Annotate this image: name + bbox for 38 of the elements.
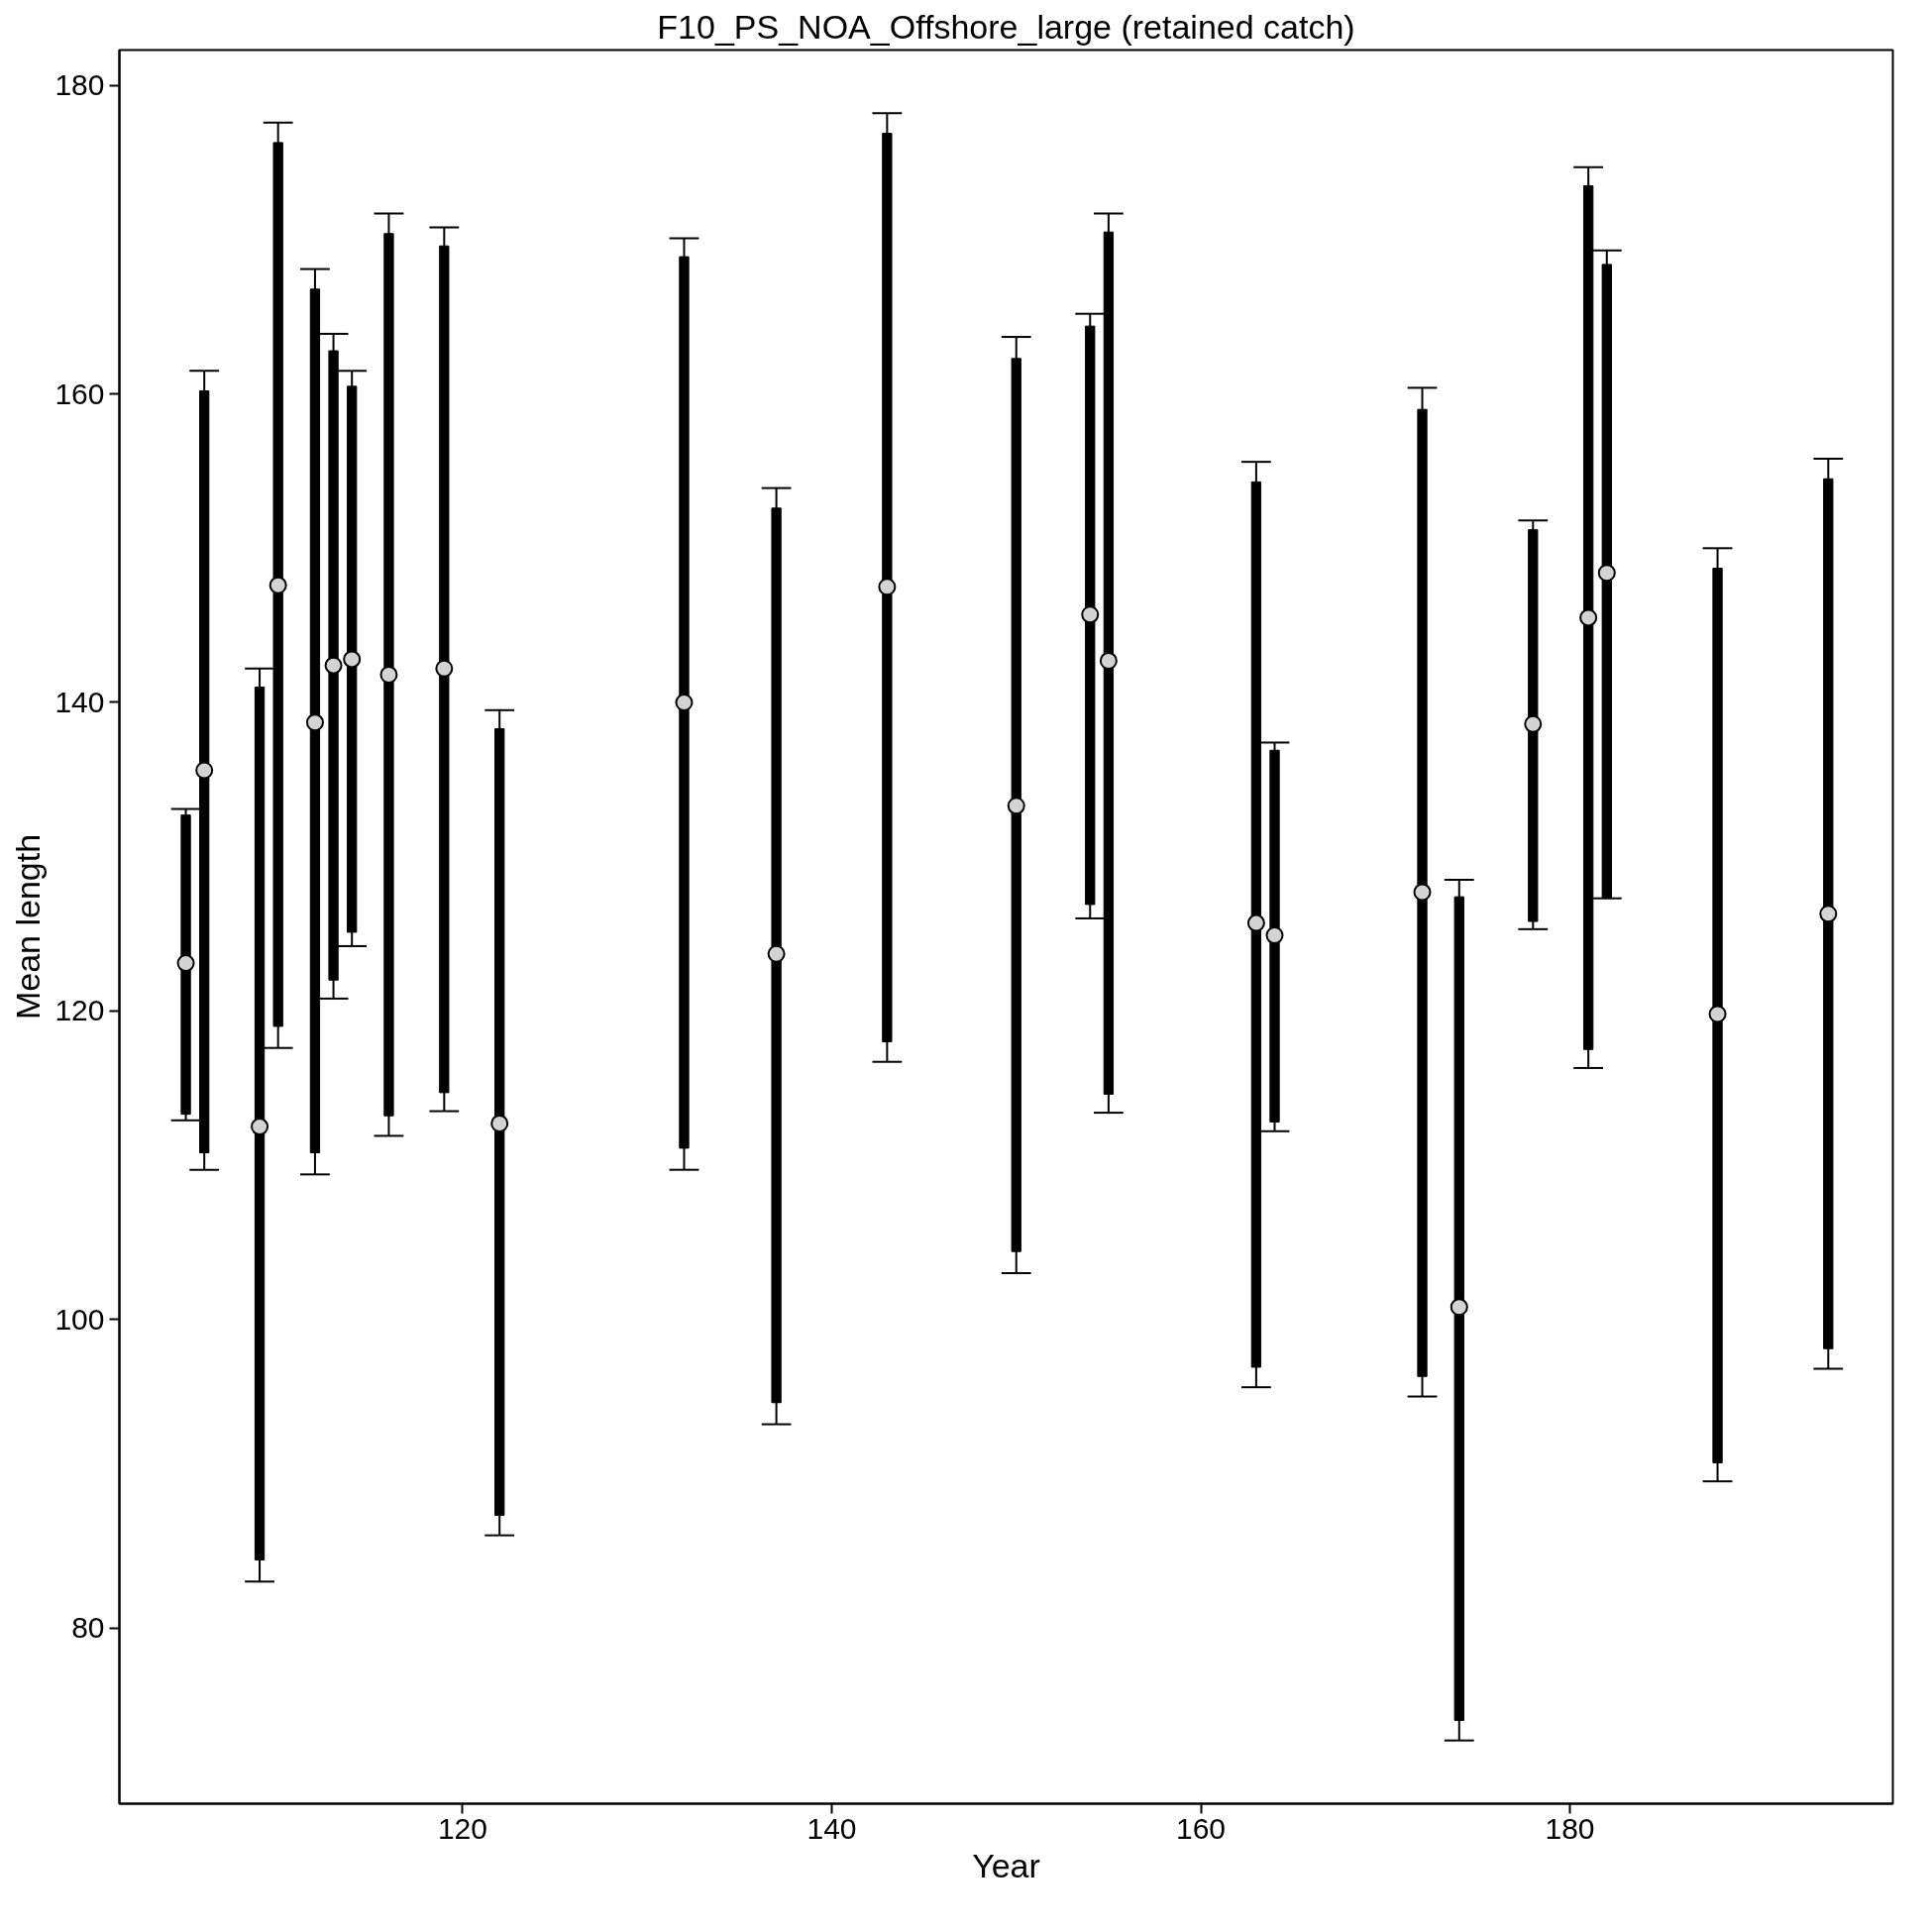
chart-title: F10_PS_NOA_Offshore_large (retained catch)	[657, 7, 1355, 46]
point	[878, 578, 897, 596]
point	[1265, 926, 1284, 945]
point	[1007, 797, 1025, 815]
x-tick-label: 160	[1175, 1811, 1227, 1845]
y-tick-label: 120	[54, 994, 105, 1027]
point	[1246, 913, 1265, 932]
y-tick-label: 180	[54, 68, 105, 102]
point	[490, 1115, 509, 1132]
point	[1708, 1005, 1727, 1023]
point	[1413, 883, 1432, 902]
point	[1819, 905, 1838, 923]
point	[1449, 1298, 1468, 1317]
y-axis-title: Mean length	[9, 833, 48, 1020]
point	[268, 576, 287, 594]
point	[675, 694, 694, 711]
y-tick-label: 80	[71, 1611, 105, 1645]
point	[1081, 605, 1100, 624]
x-axis-title: Year	[972, 1846, 1040, 1884]
x-tick-label: 140	[806, 1811, 857, 1845]
x-tick-label: 180	[1545, 1811, 1595, 1845]
point	[1099, 651, 1118, 670]
x-tick-label: 120	[437, 1811, 487, 1845]
point	[1524, 714, 1543, 733]
point	[1579, 608, 1598, 627]
point	[195, 761, 214, 780]
point	[176, 954, 195, 973]
point	[305, 713, 324, 732]
point	[435, 659, 454, 678]
point	[1597, 564, 1616, 583]
point	[379, 665, 398, 684]
point	[343, 650, 362, 669]
y-tick-label: 160	[54, 376, 105, 410]
point	[251, 1118, 269, 1136]
point	[767, 944, 786, 963]
point	[324, 656, 343, 675]
y-tick-label: 100	[54, 1302, 105, 1336]
y-tick-label: 140	[54, 686, 105, 718]
